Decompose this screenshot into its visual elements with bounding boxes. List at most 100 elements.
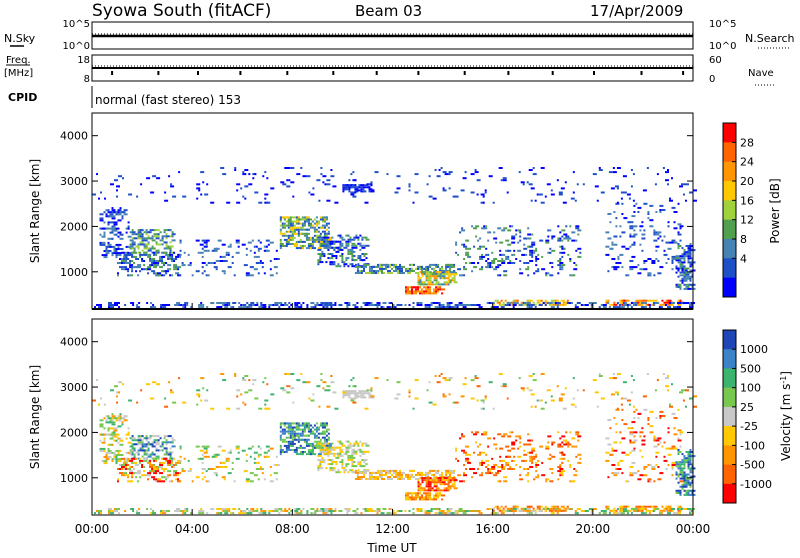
- echo-cell: [556, 179, 559, 182]
- echo-cell: [598, 169, 603, 171]
- echo-cell: [518, 304, 523, 306]
- echo-cell: [283, 430, 286, 433]
- echo-cell: [259, 262, 262, 264]
- echo-cell: [493, 474, 498, 477]
- echo-cell: [453, 479, 458, 482]
- echo-cell: [550, 395, 553, 398]
- echo-cell: [275, 464, 278, 466]
- echo-cell: [105, 250, 108, 252]
- echo-cell: [687, 251, 692, 254]
- echo-cell: [94, 306, 96, 309]
- echo-cell: [113, 225, 116, 228]
- echo-cell: [285, 446, 290, 449]
- echo-cell: [196, 389, 201, 392]
- echo-cell: [632, 173, 635, 176]
- echo-cell: [677, 475, 680, 478]
- echo-cell: [151, 441, 154, 444]
- echo-cell: [477, 445, 480, 448]
- echo-cell: [345, 452, 348, 455]
- echo-cell: [169, 455, 172, 458]
- echo-cell: [293, 230, 296, 233]
- echo-cell: [483, 225, 486, 228]
- echo-cell: [279, 434, 282, 437]
- echo-cell: [683, 302, 687, 304]
- echo-cell: [127, 235, 132, 238]
- echo-cell: [347, 456, 350, 459]
- echo-cell: [232, 302, 237, 304]
- echo-cell: [155, 253, 158, 256]
- echo-cell: [291, 426, 296, 429]
- echo-cell: [621, 408, 624, 411]
- echo-cell: [656, 379, 659, 382]
- echo-cell: [180, 304, 183, 306]
- echo-cell: [427, 279, 432, 282]
- echo-cell: [160, 512, 163, 515]
- echo-cell: [437, 487, 440, 490]
- echo-cell: [558, 191, 563, 194]
- echo-cell: [646, 167, 649, 169]
- echo-cell: [693, 199, 697, 202]
- echo-cell: [319, 261, 322, 264]
- echo-cell: [318, 510, 323, 512]
- echo-cell: [537, 268, 540, 271]
- echo-cell: [135, 233, 138, 236]
- echo-cell: [529, 251, 532, 254]
- echo-cell: [319, 257, 322, 260]
- echo-cell: [561, 445, 564, 448]
- echo-cell: [375, 476, 379, 478]
- echo-cell: [611, 243, 614, 246]
- colorbar-tick-label: -1000: [740, 478, 772, 491]
- echo-cell: [689, 451, 694, 453]
- echo-cell: [363, 450, 366, 453]
- echo-cell: [300, 304, 303, 306]
- echo-cell: [681, 267, 684, 270]
- echo-cell: [133, 237, 138, 240]
- echo-cell: [373, 270, 375, 272]
- echo-cell: [264, 193, 269, 196]
- echo-cell: [118, 512, 120, 515]
- nave-tick-low: 0: [709, 74, 715, 85]
- echo-cell: [552, 505, 555, 508]
- echo-cell: [286, 385, 289, 388]
- echo-cell: [685, 389, 689, 392]
- echo-cell: [584, 510, 589, 512]
- echo-cell: [149, 237, 154, 240]
- echo-cell: [253, 245, 256, 248]
- echo-cell: [279, 438, 282, 441]
- echo-cell: [171, 235, 174, 238]
- echo-cell: [425, 292, 430, 295]
- echo-cell: [659, 235, 662, 238]
- echo-cell: [131, 251, 136, 254]
- echo-cell: [669, 302, 671, 304]
- echo-cell: [361, 259, 366, 262]
- echo-cell: [119, 207, 122, 210]
- echo-cell: [500, 509, 503, 512]
- echo-cell: [339, 448, 342, 451]
- echo-cell: [355, 452, 358, 455]
- echo-cell: [665, 510, 667, 512]
- echo-cell: [411, 292, 413, 295]
- echo-cell: [249, 472, 254, 475]
- echo-cell: [109, 221, 114, 224]
- echo-cell: [131, 474, 134, 477]
- echo-cell: [456, 306, 459, 309]
- echo-cell: [321, 253, 326, 255]
- echo-cell: [342, 390, 345, 393]
- echo-cell: [131, 266, 134, 269]
- echo-cell: [289, 243, 292, 245]
- echo-cell: [681, 261, 686, 264]
- echo-cell: [677, 269, 680, 272]
- echo-cell: [408, 183, 411, 186]
- echo-cell: [161, 441, 166, 444]
- echo-cell: [481, 461, 486, 464]
- echo-cell: [634, 304, 637, 306]
- echo-cell: [172, 401, 177, 404]
- echo-cell: [528, 389, 533, 392]
- echo-cell: [323, 236, 328, 239]
- echo-cell: [423, 492, 426, 495]
- echo-cell: [630, 169, 633, 171]
- echo-cell: [478, 512, 481, 515]
- echo-cell: [255, 255, 260, 258]
- echo-cell: [503, 227, 508, 230]
- echo-cell: [407, 267, 409, 270]
